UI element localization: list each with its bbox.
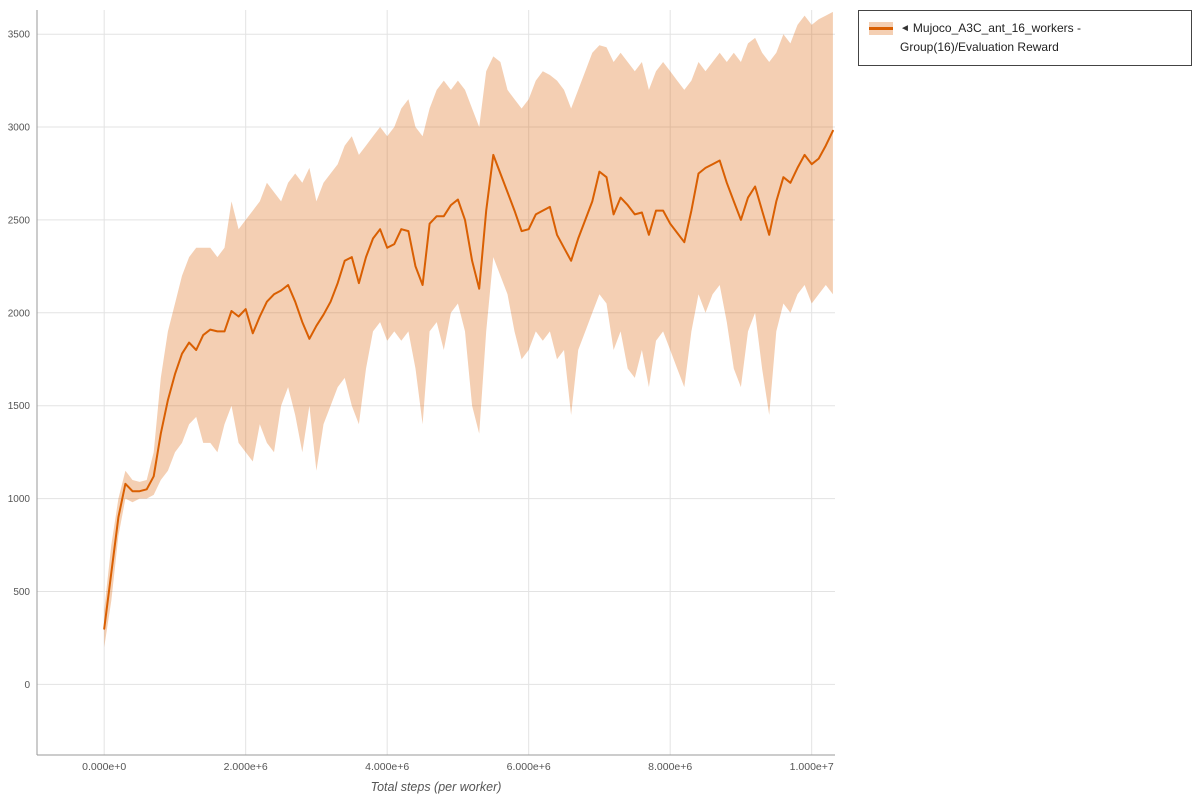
x-tick-label: 6.000e+6 bbox=[507, 761, 551, 773]
legend-entry[interactable]: ◄ Mujoco_A3C_ant_16_workers - Group(16)/E… bbox=[869, 19, 1181, 57]
y-tick-label: 1500 bbox=[8, 401, 31, 412]
mean-line bbox=[103, 129, 834, 630]
x-tick-label: 4.000e+6 bbox=[365, 761, 409, 773]
y-tick-label: 2000 bbox=[8, 308, 31, 319]
y-tick-label: 2500 bbox=[8, 215, 31, 226]
chart-canvas: 0 500 1000 1500 2000 2500 3000 3500 0.000e+0 2.00… bbox=[8, 10, 835, 773]
x-tick-label: 2.000e+6 bbox=[224, 761, 268, 773]
legend-collapse-icon[interactable]: ◄ bbox=[900, 23, 910, 34]
x-axis-title: Total steps (per worker) bbox=[370, 780, 502, 794]
legend-series-swatch[interactable] bbox=[869, 22, 893, 35]
legend-box: ◄ Mujoco_A3C_ant_16_workers - Group(16)/E… bbox=[858, 10, 1192, 67]
x-tick-label: 0.000e+0 bbox=[82, 761, 126, 773]
y-tick-label: 0 bbox=[24, 680, 30, 691]
x-tick-label: 1.000e+7 bbox=[790, 761, 834, 773]
legend-line-swatch bbox=[869, 27, 893, 30]
minmax-band bbox=[104, 11, 833, 648]
legend-series-label[interactable]: Mujoco_A3C_ant_16_workers - Group(16)/Ev… bbox=[900, 21, 1081, 55]
y-tick-label: 500 bbox=[13, 587, 30, 598]
legend-text: ◄ Mujoco_A3C_ant_16_workers - Group(16)/E… bbox=[900, 19, 1181, 57]
y-tick-label: 3500 bbox=[8, 30, 31, 41]
y-tick-label: 3000 bbox=[8, 123, 31, 134]
x-tick-label: 8.000e+6 bbox=[648, 761, 692, 773]
y-tick-label: 1000 bbox=[8, 494, 31, 505]
